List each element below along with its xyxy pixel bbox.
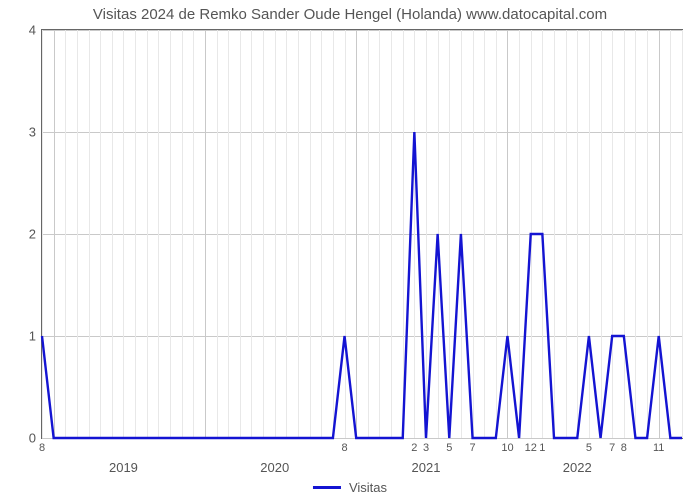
chart-title: Visitas 2024 de Remko Sander Oude Hengel…	[0, 6, 700, 23]
x-tick-label: 8	[341, 438, 347, 454]
x-tick-label: 12	[525, 438, 537, 454]
legend-swatch	[313, 486, 341, 489]
gridline-vertical-minor	[682, 30, 683, 438]
x-tick-label: 1	[539, 438, 545, 454]
y-tick-label: 4	[29, 23, 42, 38]
x-year-label: 2020	[260, 438, 289, 475]
x-year-label: 2022	[563, 438, 592, 475]
x-tick-label: 8	[39, 438, 45, 454]
legend-label: Visitas	[349, 480, 387, 495]
legend: Visitas	[313, 480, 387, 495]
y-tick-label: 3	[29, 125, 42, 140]
chart-container: Visitas 2024 de Remko Sander Oude Hengel…	[0, 0, 700, 500]
x-tick-label: 10	[501, 438, 513, 454]
x-tick-label: 7	[609, 438, 615, 454]
y-tick-label: 1	[29, 329, 42, 344]
x-year-label: 2019	[109, 438, 138, 475]
series-line	[42, 30, 682, 438]
x-year-label: 2021	[412, 438, 441, 475]
x-tick-label: 5	[446, 438, 452, 454]
x-tick-label: 8	[621, 438, 627, 454]
plot-area: 0123488235710121578112019202020212022	[42, 30, 682, 438]
x-tick-label: 11	[653, 438, 664, 454]
x-tick-label: 7	[469, 438, 475, 454]
y-tick-label: 2	[29, 227, 42, 242]
